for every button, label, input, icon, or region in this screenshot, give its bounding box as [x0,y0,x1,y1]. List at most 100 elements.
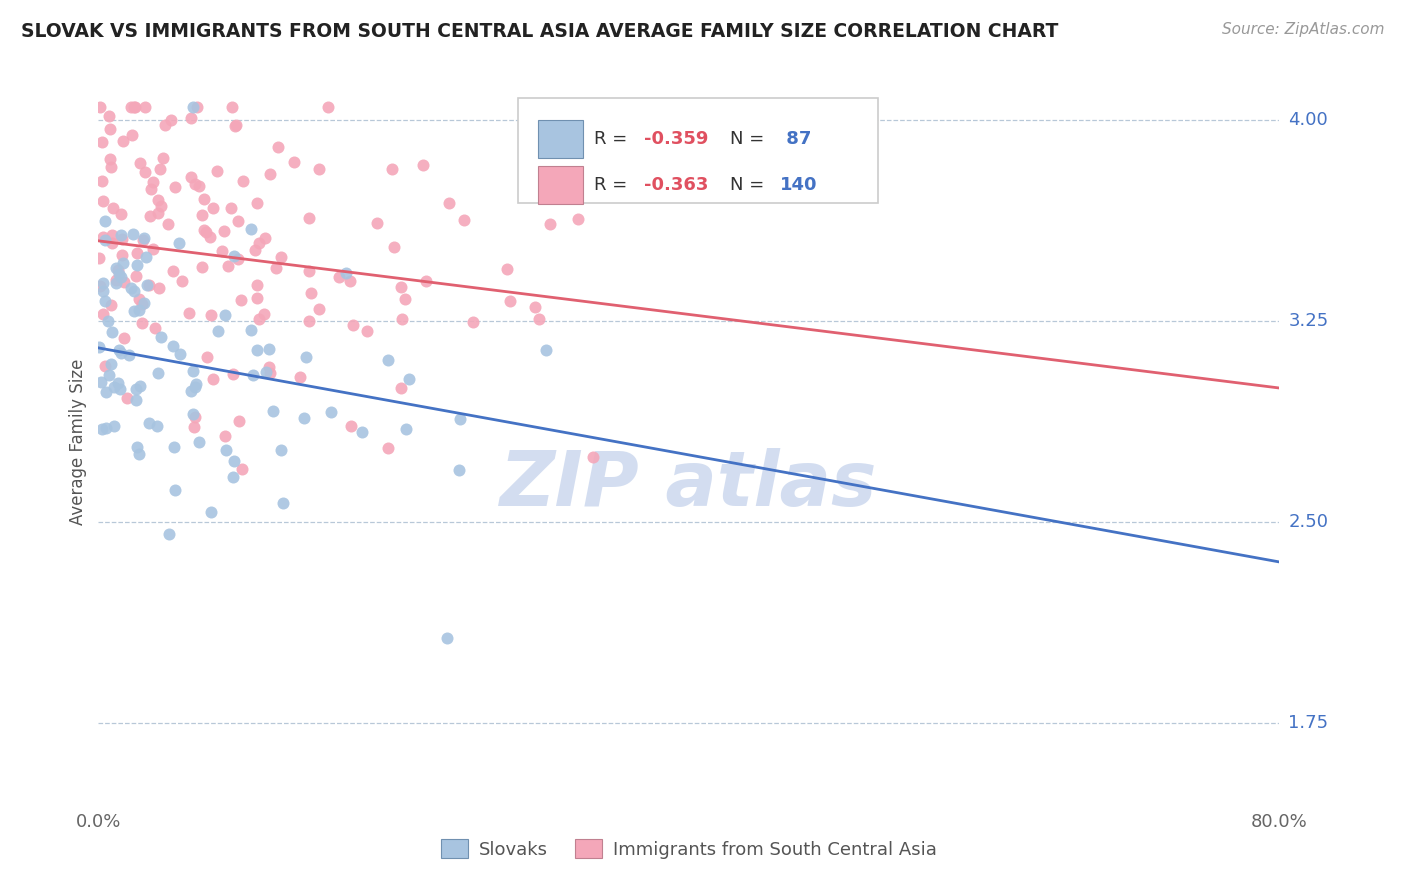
Point [389,280,412,294]
Point [112,331,135,345]
Point [125,382,148,396]
FancyBboxPatch shape [537,166,582,203]
Point [184,409,207,424]
Point [125,393,148,408]
Point [249,236,271,251]
Point [450,411,472,425]
Point [222,367,245,381]
Point [110,207,132,221]
Point [350,425,373,439]
Point [153,118,176,132]
Point [148,281,170,295]
Point [122,284,145,298]
Point [139,209,162,223]
Point [259,366,281,380]
Point [180,384,202,399]
Point [700,159,723,173]
Point [191,208,214,222]
Point [257,343,280,357]
Point [391,311,413,326]
Point [377,441,399,455]
Point [165,180,187,194]
Point [139,181,162,195]
Point [125,246,148,260]
Point [118,348,141,362]
Point [108,382,131,396]
Point [181,364,204,378]
Point [188,435,211,450]
Point [567,212,589,227]
Point [100,160,122,174]
Point [150,330,173,344]
Point [339,275,361,289]
Point [91,194,114,208]
Point [146,419,169,434]
Point [159,113,181,128]
Point [453,213,475,227]
Y-axis label: Average Family Size: Average Family Size [69,359,87,524]
Point [283,155,305,169]
Point [108,343,131,357]
Point [212,224,235,238]
Point [321,405,343,419]
Point [267,140,290,154]
Point [295,350,318,364]
Point [207,324,229,338]
Point [262,404,284,418]
Point [191,260,214,275]
Point [108,267,131,281]
Point [146,206,169,220]
Point [145,321,167,335]
Point [87,252,110,266]
Point [125,259,148,273]
Point [222,249,245,263]
Text: Source: ZipAtlas.com: Source: ZipAtlas.com [1222,22,1385,37]
Point [128,303,150,318]
Point [437,196,460,211]
Point [149,161,172,176]
Point [382,240,405,254]
Text: R =: R = [595,130,634,148]
Point [240,222,263,236]
Point [163,440,186,454]
Point [412,158,434,172]
Point [224,119,246,133]
Point [395,421,418,435]
Point [181,407,204,421]
Point [342,318,364,332]
Point [90,135,112,149]
Point [104,260,127,275]
Point [132,230,155,244]
Point [524,300,547,314]
Point [87,340,110,354]
Point [202,372,225,386]
Point [112,256,135,270]
Point [157,526,180,541]
Point [582,450,605,465]
Text: ZIP atlas: ZIP atlas [501,448,877,522]
Point [356,324,378,338]
Point [110,270,132,285]
Point [98,109,121,123]
Text: 2.50: 2.50 [1288,513,1329,531]
Point [94,359,117,373]
Point [170,274,193,288]
Point [148,366,170,380]
Point [499,294,522,309]
Point [97,313,120,327]
Point [120,100,142,114]
Point [340,418,363,433]
Point [134,296,156,310]
Point [94,233,117,247]
Point [228,414,250,428]
Point [162,339,184,353]
Point [225,118,247,132]
Point [231,461,253,475]
Point [105,273,128,287]
Point [214,442,236,457]
Point [239,322,262,336]
Point [257,359,280,374]
Point [121,128,143,143]
Point [177,306,200,320]
Point [246,277,269,292]
